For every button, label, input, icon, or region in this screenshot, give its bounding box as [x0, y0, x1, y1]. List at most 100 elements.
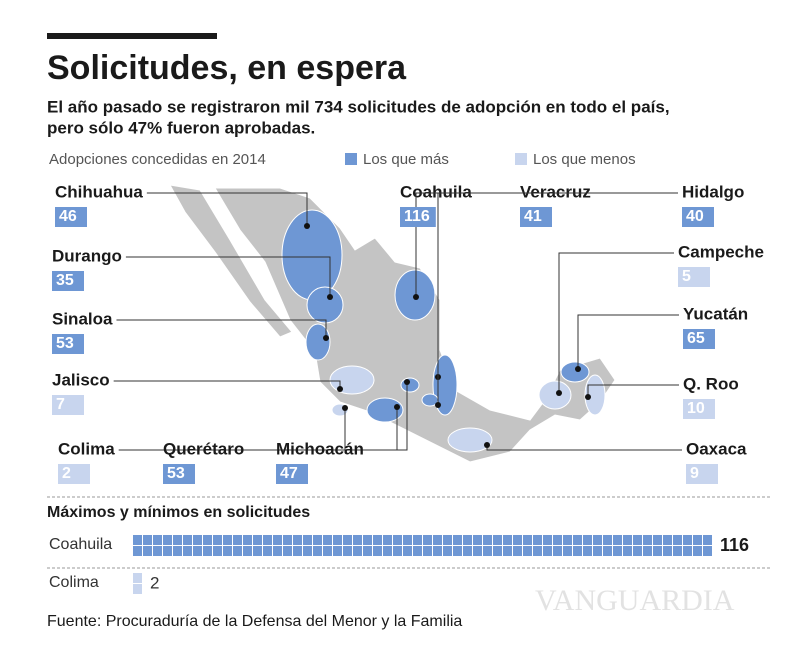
unit-square	[353, 546, 362, 556]
unit-square	[363, 546, 372, 556]
unit-square	[503, 546, 512, 556]
subtitle: El año pasado se registraron mil 734 sol…	[47, 97, 670, 116]
unit-square	[153, 546, 162, 556]
state-name: Q. Roo	[683, 374, 739, 393]
leader-line	[248, 382, 408, 451]
unit-square	[183, 546, 192, 556]
unit-square	[413, 546, 422, 556]
unit-square	[283, 535, 292, 545]
state-name: Veracruz	[520, 182, 591, 201]
state-value: 7	[56, 396, 65, 413]
unit-square	[233, 546, 242, 556]
state-name: Sinaloa	[52, 309, 113, 328]
unit-square	[623, 546, 632, 556]
unit-square	[273, 546, 282, 556]
title: Solicitudes, en espera	[47, 49, 407, 87]
unit-square	[643, 546, 652, 556]
unit-square	[523, 546, 532, 556]
unit-square	[583, 546, 592, 556]
unit-square	[133, 535, 142, 545]
unit-square	[443, 546, 452, 556]
value-box	[520, 207, 552, 227]
unit-square	[593, 535, 602, 545]
unit-square	[253, 535, 262, 545]
unit-square	[403, 535, 412, 545]
state-value: 41	[524, 208, 542, 225]
unit-square	[393, 546, 402, 556]
extreme-name: Colima	[49, 574, 99, 591]
unit-square	[223, 546, 232, 556]
state-name: Oaxaca	[686, 439, 747, 458]
state-name: Coahuila	[400, 182, 472, 201]
state-dot	[404, 379, 410, 385]
unit-square	[463, 535, 472, 545]
state-value: 53	[167, 465, 185, 482]
state-dot	[413, 294, 419, 300]
legend-swatch	[345, 153, 357, 165]
unit-square	[543, 535, 552, 545]
unit-square	[683, 546, 692, 556]
state-name: Yucatán	[683, 304, 748, 323]
unit-square	[343, 546, 352, 556]
unit-square	[563, 546, 572, 556]
unit-square	[423, 535, 432, 545]
state-value: 116	[404, 208, 430, 225]
title-bar	[47, 33, 217, 39]
unit-square	[663, 546, 672, 556]
unit-square	[323, 546, 332, 556]
unit-square	[263, 535, 272, 545]
extremes-title: Máximos y mínimos en solicitudes	[47, 504, 310, 521]
unit-square	[683, 535, 692, 545]
value-box	[55, 207, 87, 227]
state-dot	[556, 390, 562, 396]
unit-square	[473, 535, 482, 545]
unit-square	[373, 546, 382, 556]
unit-square	[283, 546, 292, 556]
unit-square	[203, 535, 212, 545]
value-box	[276, 464, 308, 484]
unit-square	[273, 535, 282, 545]
state-value: 5	[682, 268, 691, 285]
unit-square	[203, 546, 212, 556]
unit-square	[703, 535, 712, 545]
unit-square	[693, 546, 702, 556]
leader-line	[146, 192, 308, 226]
value-box	[52, 271, 84, 291]
unit-square	[673, 546, 682, 556]
value-box	[683, 329, 715, 349]
legend-label: Los que más	[363, 151, 449, 168]
unit-square	[423, 546, 432, 556]
unit-square	[693, 535, 702, 545]
unit-square	[603, 535, 612, 545]
unit-square	[473, 546, 482, 556]
state-dot	[575, 366, 581, 372]
state-value: 2	[62, 465, 71, 482]
legend-label: Los que menos	[533, 151, 636, 168]
baja-california	[169, 184, 293, 338]
state-dot	[304, 223, 310, 229]
value-box	[682, 207, 714, 227]
unit-square	[703, 546, 712, 556]
unit-square	[493, 546, 502, 556]
state-value: 53	[56, 335, 74, 352]
unit-square	[163, 535, 172, 545]
unit-square	[293, 535, 302, 545]
unit-square	[303, 546, 312, 556]
state-dot	[394, 404, 400, 410]
state-value: 9	[690, 465, 699, 482]
unit-square	[213, 535, 222, 545]
value-box	[58, 464, 90, 484]
extreme-name: Coahuila	[49, 536, 112, 553]
watermark: VANGUARDIA	[535, 584, 735, 617]
value-box	[52, 395, 84, 415]
unit-square	[613, 535, 622, 545]
unit-square	[133, 573, 142, 583]
unit-square	[173, 546, 182, 556]
unit-square	[533, 546, 542, 556]
unit-square	[333, 546, 342, 556]
unit-square	[453, 535, 462, 545]
unit-square	[413, 535, 422, 545]
state-dot	[342, 405, 348, 411]
leader-line	[437, 192, 595, 377]
